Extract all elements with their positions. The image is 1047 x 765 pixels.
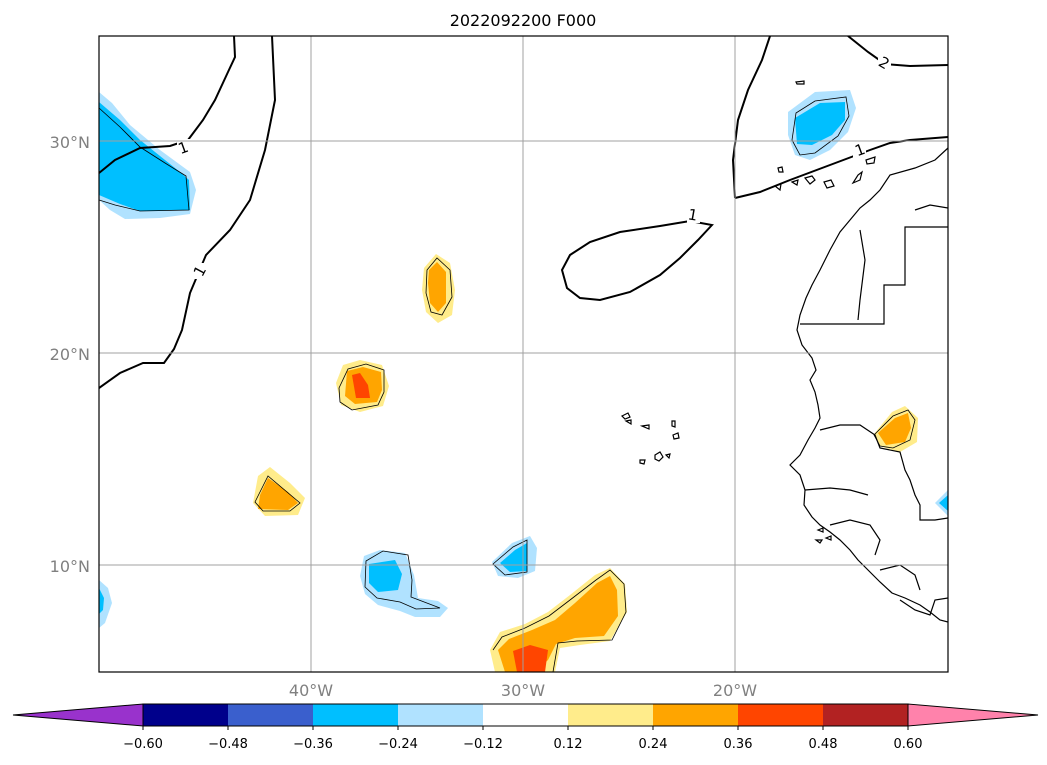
island-canary-1	[795, 80, 805, 85]
anomaly-region-south-peak	[513, 645, 548, 672]
anomaly-region-13n-core	[258, 478, 298, 510]
gridlines	[99, 36, 948, 672]
anomaly-region-23n-core	[428, 262, 446, 312]
africa-coastline	[789, 147, 948, 623]
anomaly-region-west-edge-core	[99, 588, 104, 614]
border-sierra-leone	[879, 564, 921, 591]
colorbar-segment	[398, 704, 483, 726]
island-bijagos-1	[816, 527, 824, 533]
island-cape-verde-3	[639, 424, 650, 430]
border-guinea	[829, 519, 881, 556]
island-cape-verde-1	[620, 412, 631, 420]
island-canary-5	[803, 175, 816, 185]
colorbar-tick-label: 0.12	[554, 737, 583, 752]
contour-label-closed: 1	[687, 205, 700, 224]
colorbar-tick-label: 0.36	[724, 737, 753, 752]
colorbar-tick-label: −0.60	[123, 737, 163, 752]
island-cape-verde-4	[671, 420, 676, 428]
island-bijagos-2	[814, 539, 824, 544]
colorbar-tick-label: 0.60	[894, 737, 923, 752]
anomaly-region-18n-peak	[352, 373, 370, 398]
colorbar-extend-high	[907, 703, 1039, 727]
lon-label-30w: 30°W	[501, 681, 545, 700]
colorbar-tick-label: −0.48	[208, 737, 248, 752]
plot-title: 2022092200 F000	[450, 11, 597, 30]
colorbar-frame	[142, 703, 909, 727]
thin-contours	[99, 96, 916, 672]
colorbar-tick-label: 0.48	[809, 737, 838, 752]
colorbar-tick-label: −0.36	[293, 737, 333, 752]
island-cape-verde-2	[624, 419, 632, 426]
colorbar-tick-label: 0.24	[639, 737, 668, 752]
island-bijagos-3	[824, 535, 832, 541]
border-senegal-gambia	[804, 487, 869, 496]
island-canary-6	[823, 179, 835, 189]
colorbar-segment	[653, 704, 738, 726]
lat-label-30n: 30°N	[50, 133, 90, 152]
island-cape-verde-8	[664, 453, 671, 460]
colorbar-segment	[738, 704, 823, 726]
colorbar-extend-low	[12, 703, 144, 727]
lon-label-20w: 20°W	[713, 681, 757, 700]
positive-anomaly-regions	[253, 254, 918, 672]
border-west-africa	[819, 424, 948, 521]
colorbar-segment	[823, 704, 908, 726]
colorbar-segment	[143, 704, 228, 726]
coastlines	[789, 147, 948, 623]
map-frame	[98, 35, 949, 673]
colorbar-segment	[568, 704, 653, 726]
colorbar: −0.60 −0.48 −0.36 −0.24 −0.12 0.12 0.24 0.36 0.4…	[12, 703, 1039, 752]
contour-line-nw	[99, 36, 237, 174]
colorbar-segment	[313, 704, 398, 726]
anomaly-region-west-edge	[99, 580, 112, 628]
anomaly-region-16n-east-core	[878, 413, 911, 445]
colorbar-tick-label: −0.24	[378, 737, 418, 752]
border-liberia	[899, 597, 948, 616]
island-cape-verde-5	[672, 432, 680, 440]
anomaly-region-east-edge-core	[939, 495, 948, 511]
colorbar-segment	[228, 704, 313, 726]
border-mauritania-mali	[914, 204, 948, 211]
colorbar-tick-label: −0.12	[463, 737, 503, 752]
contour-line-west	[99, 36, 277, 389]
contour-line-ne-2	[731, 36, 771, 199]
lat-label-10n: 10°N	[50, 557, 90, 576]
island-cape-verde-7	[654, 451, 664, 462]
anomaly-region-south-1-core	[369, 560, 402, 592]
island-canary-7	[851, 170, 863, 185]
border-northern-africa	[857, 229, 866, 321]
island-cape-verde-6	[639, 459, 646, 465]
contour-line-closed	[560, 219, 714, 302]
map-panel: 1 1 1 1 2	[99, 36, 948, 672]
anomaly-region-ne-core	[795, 102, 845, 145]
border-western-sahara	[800, 226, 948, 325]
island-canary-4	[790, 179, 799, 186]
lon-label-40w: 40°W	[289, 681, 333, 700]
contour-labels: 1 1 1 1 2	[176, 53, 893, 280]
colorbar-segment	[483, 704, 568, 726]
island-canary-8	[865, 156, 876, 165]
island-canary-2	[777, 166, 784, 173]
lat-label-20n: 20°N	[50, 345, 90, 364]
